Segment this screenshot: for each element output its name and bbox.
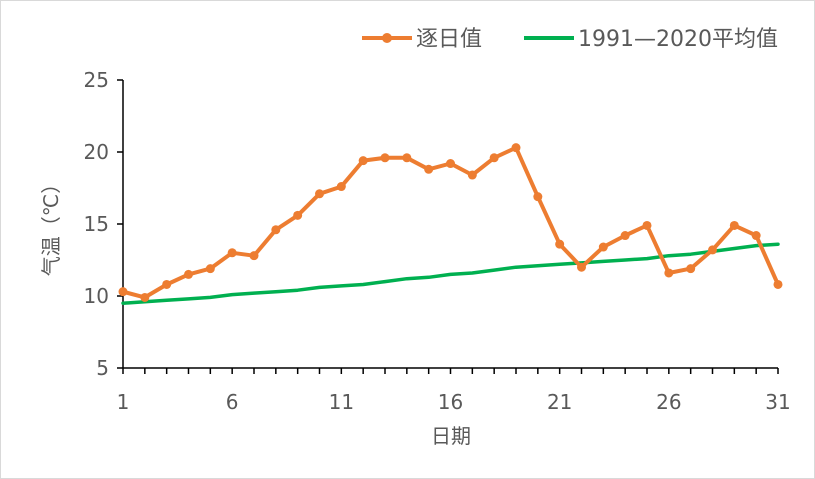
data-point — [380, 153, 390, 163]
data-point — [424, 164, 434, 174]
data-point — [555, 239, 565, 249]
data-point — [511, 143, 521, 153]
data-point — [358, 156, 368, 166]
y-tick-label: 15 — [84, 212, 109, 236]
x-tick-label: 6 — [226, 390, 239, 414]
data-point — [598, 242, 608, 252]
data-point — [205, 264, 215, 274]
y-tick-label: 10 — [84, 284, 109, 308]
data-point — [577, 262, 586, 272]
y-tick-label: 20 — [84, 140, 109, 164]
data-point — [446, 159, 455, 169]
data-point — [315, 189, 324, 199]
data-point — [293, 210, 303, 220]
legend-marker-daily — [382, 33, 392, 43]
y-axis-title: 气温（℃） — [39, 174, 63, 276]
x-tick-label: 26 — [656, 390, 681, 414]
data-point — [162, 279, 172, 289]
x-tick-label: 31 — [765, 390, 790, 414]
data-point — [336, 182, 346, 192]
data-point — [227, 248, 237, 258]
series-layer — [118, 143, 783, 305]
x-tick-label: 1 — [117, 390, 130, 414]
y-tick-label: 25 — [84, 68, 109, 92]
series-line-average — [121, 242, 780, 305]
legend: 逐日值 1991—2020平均值 — [362, 27, 778, 52]
data-point — [642, 220, 652, 230]
x-axis-title: 日期 — [431, 424, 471, 448]
data-point — [773, 279, 783, 289]
x-tick-label: 16 — [438, 390, 463, 414]
data-point — [729, 220, 739, 230]
x-tick-label: 21 — [547, 390, 572, 414]
data-point — [620, 231, 630, 241]
data-point — [402, 153, 412, 163]
data-point — [751, 231, 761, 241]
data-point — [118, 287, 128, 297]
data-point — [489, 153, 499, 163]
data-point — [664, 268, 674, 278]
legend-label-daily: 逐日值 — [416, 27, 482, 52]
data-point — [184, 269, 193, 279]
x-tick-label: 11 — [329, 390, 354, 414]
legend-label-average: 1991—2020平均值 — [578, 27, 778, 52]
data-point — [140, 292, 150, 302]
data-point — [686, 264, 696, 274]
data-point — [467, 170, 477, 180]
data-point — [271, 225, 281, 235]
data-point — [533, 192, 543, 202]
data-point — [708, 245, 717, 255]
y-tick-label: 5 — [96, 356, 109, 380]
data-point — [249, 251, 259, 261]
